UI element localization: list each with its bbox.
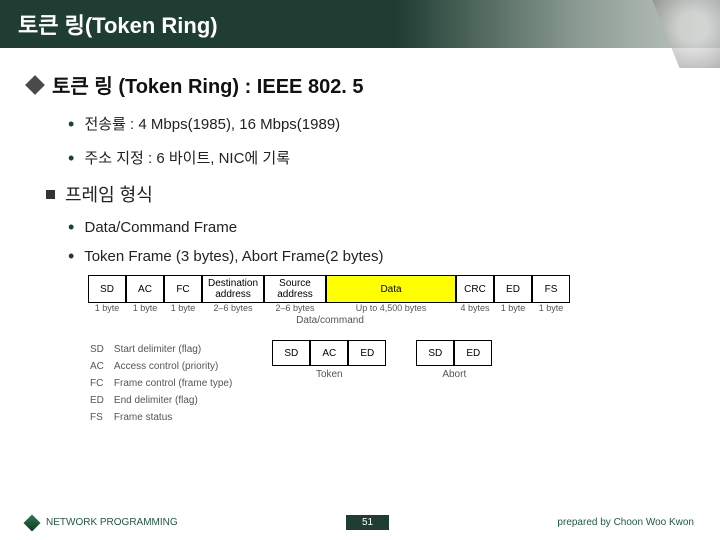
legend-row: EDEnd delimiter (flag)	[90, 393, 240, 408]
legend-row: FCFrame control (frame type)	[90, 376, 240, 391]
legend-desc: Start delimiter (flag)	[114, 342, 240, 357]
size-cell: Up to 4,500 bytes	[326, 303, 456, 313]
subheading-text: 프레임 형식	[65, 181, 153, 207]
field-cell: FC	[164, 275, 202, 303]
subheading: 프레임 형식	[46, 181, 692, 207]
field-cell: SD	[88, 275, 126, 303]
bullet-item: • 주소 지정 : 6 바이트, NIC에 기록	[68, 147, 692, 169]
heading-text: 토큰 링 (Token Ring) : IEEE 802. 5	[52, 70, 364, 99]
footer-left-text: NETWORK PROGRAMMING	[46, 517, 178, 528]
field-cell: CRC	[456, 275, 494, 303]
footer: NETWORK PROGRAMMING 51 prepared by Choon…	[0, 515, 720, 530]
legend-table: SDStart delimiter (flag) ACAccess contro…	[88, 340, 242, 427]
abort-frame: SD ED Abort	[416, 340, 492, 380]
field-cell: ED	[454, 340, 492, 366]
legend-key: SD	[90, 342, 112, 357]
bullet-text: Data/Command Frame	[84, 219, 237, 236]
field-cell: Source address	[264, 275, 326, 303]
frame-sizes-row: 1 byte 1 byte 1 byte 2–6 bytes 2–6 bytes…	[88, 303, 692, 313]
footer-left: NETWORK PROGRAMMING	[26, 517, 178, 529]
title-bar: 토큰 링(Token Ring)	[0, 0, 720, 48]
content-area: 토큰 링 (Token Ring) : IEEE 802. 5 • 전송률 : …	[0, 48, 720, 427]
field-cell: AC	[126, 275, 164, 303]
bullet-item: • Token Frame (3 bytes), Abort Frame(2 b…	[68, 246, 692, 267]
field-cell: SD	[272, 340, 310, 366]
mini-caption: Abort	[416, 369, 492, 380]
field-cell: SD	[416, 340, 454, 366]
field-cell: ED	[494, 275, 532, 303]
legend-row: ACAccess control (priority)	[90, 359, 240, 374]
dot-bullet-icon: •	[68, 246, 74, 266]
gem-icon	[24, 514, 41, 531]
size-cell: 4 bytes	[456, 303, 494, 313]
bullet-item: • 전송률 : 4 Mbps(1985), 16 Mbps(1989)	[68, 113, 692, 135]
mini-caption: Token	[272, 369, 386, 380]
footer-right-text: prepared by Choon Woo Kwon	[557, 517, 694, 528]
bullet-text: 주소 지정 : 6 바이트, NIC에 기록	[84, 150, 290, 167]
size-cell: 1 byte	[532, 303, 570, 313]
lower-diagram-row: SDStart delimiter (flag) ACAccess contro…	[88, 340, 692, 427]
mini-frames: SD AC ED Token SD ED Abort	[272, 340, 492, 380]
frame-diagram: SD AC FC Destination address Source addr…	[88, 275, 692, 427]
field-cell: Destination address	[202, 275, 264, 303]
size-cell: 1 byte	[494, 303, 532, 313]
slide-title: 토큰 링(Token Ring)	[18, 8, 218, 40]
dot-bullet-icon: •	[68, 148, 74, 168]
size-cell: 1 byte	[126, 303, 164, 313]
legend-desc: Frame control (frame type)	[114, 376, 240, 391]
legend-row: SDStart delimiter (flag)	[90, 342, 240, 357]
legend-key: AC	[90, 359, 112, 374]
field-cell: FS	[532, 275, 570, 303]
bullet-text: 전송률 : 4 Mbps(1985), 16 Mbps(1989)	[84, 116, 340, 133]
diamond-bullet-icon	[25, 75, 45, 95]
field-cell-highlight: Data	[326, 275, 456, 303]
dot-bullet-icon: •	[68, 114, 74, 134]
legend-desc: End delimiter (flag)	[114, 393, 240, 408]
page-number: 51	[346, 515, 389, 530]
size-cell: 1 byte	[88, 303, 126, 313]
size-cell: 1 byte	[164, 303, 202, 313]
legend-desc: Access control (priority)	[114, 359, 240, 374]
legend-key: FC	[90, 376, 112, 391]
bullet-text: Token Frame (3 bytes), Abort Frame(2 byt…	[84, 248, 383, 265]
size-cell: 2–6 bytes	[202, 303, 264, 313]
frame-fields-row: SD AC FC Destination address Source addr…	[88, 275, 692, 303]
legend-desc: Frame status	[114, 410, 240, 425]
field-cell: AC	[310, 340, 348, 366]
size-cell: 2–6 bytes	[264, 303, 326, 313]
heading-level1: 토큰 링 (Token Ring) : IEEE 802. 5	[28, 70, 692, 99]
legend-key: FS	[90, 410, 112, 425]
token-frame: SD AC ED Token	[272, 340, 386, 380]
legend-key: ED	[90, 393, 112, 408]
dot-bullet-icon: •	[68, 217, 74, 237]
field-cell: ED	[348, 340, 386, 366]
bullet-item: • Data/Command Frame	[68, 217, 692, 238]
square-bullet-icon	[46, 190, 55, 199]
diagram-caption: Data/command	[88, 315, 572, 326]
legend-row: FSFrame status	[90, 410, 240, 425]
